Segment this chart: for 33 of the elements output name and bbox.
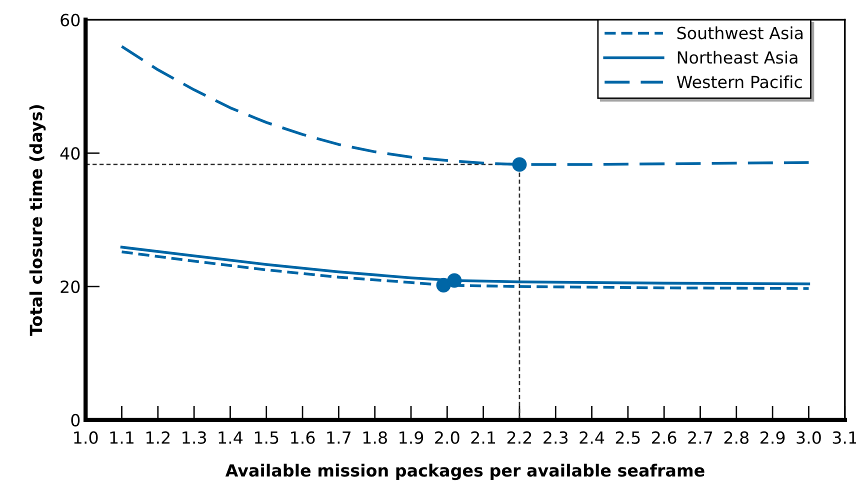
x-tick-label: 1.3 (182, 431, 206, 444)
point (447, 273, 462, 288)
x-tick-label: 1.6 (291, 431, 315, 444)
point (436, 278, 451, 292)
legend-label: Southwest Asia (677, 26, 803, 40)
x-tick-label: 2.3 (544, 431, 568, 444)
x-tick-label: 1.2 (146, 431, 170, 444)
x-tick-label: 2.9 (760, 431, 785, 444)
x-tick-label: 1.7 (327, 432, 351, 444)
x-tick-label: 1.8 (363, 431, 387, 444)
legend-label: Northeast Asia (678, 50, 798, 64)
y-tick-label: 60 (60, 14, 80, 26)
x-tick-label: 1.0 (74, 431, 98, 444)
x-tick-label: 2.1 (471, 431, 496, 444)
x-tick-label: 2.2 (507, 431, 532, 444)
x-tick-label: 2.5 (616, 431, 640, 444)
x-tick-label: 2.6 (652, 431, 676, 444)
y-tick-label: 40 (60, 147, 80, 160)
y-tick-label: 0 (71, 414, 80, 426)
x-tick-label: 3.0 (796, 431, 821, 444)
x-tick-label: 2.8 (724, 431, 749, 444)
x-tick-label: 2.0 (435, 431, 460, 444)
x-tick-label: 1.9 (400, 431, 424, 444)
x-tick-label: 1.4 (218, 432, 243, 444)
x-tick-label: 2.7 (688, 431, 712, 444)
x-tick-label: 1.5 (254, 432, 278, 444)
point (512, 157, 527, 172)
y-axis-title: Total closure time (days) (29, 105, 46, 336)
x-axis-title: Available mission packages per available seaframe (225, 464, 704, 480)
x-tick-label: 1.1 (110, 432, 134, 444)
x-tick-label: 2.4 (580, 431, 604, 444)
y-tick-label: 20 (60, 280, 80, 294)
legend-label: Western Pacific (676, 75, 802, 88)
